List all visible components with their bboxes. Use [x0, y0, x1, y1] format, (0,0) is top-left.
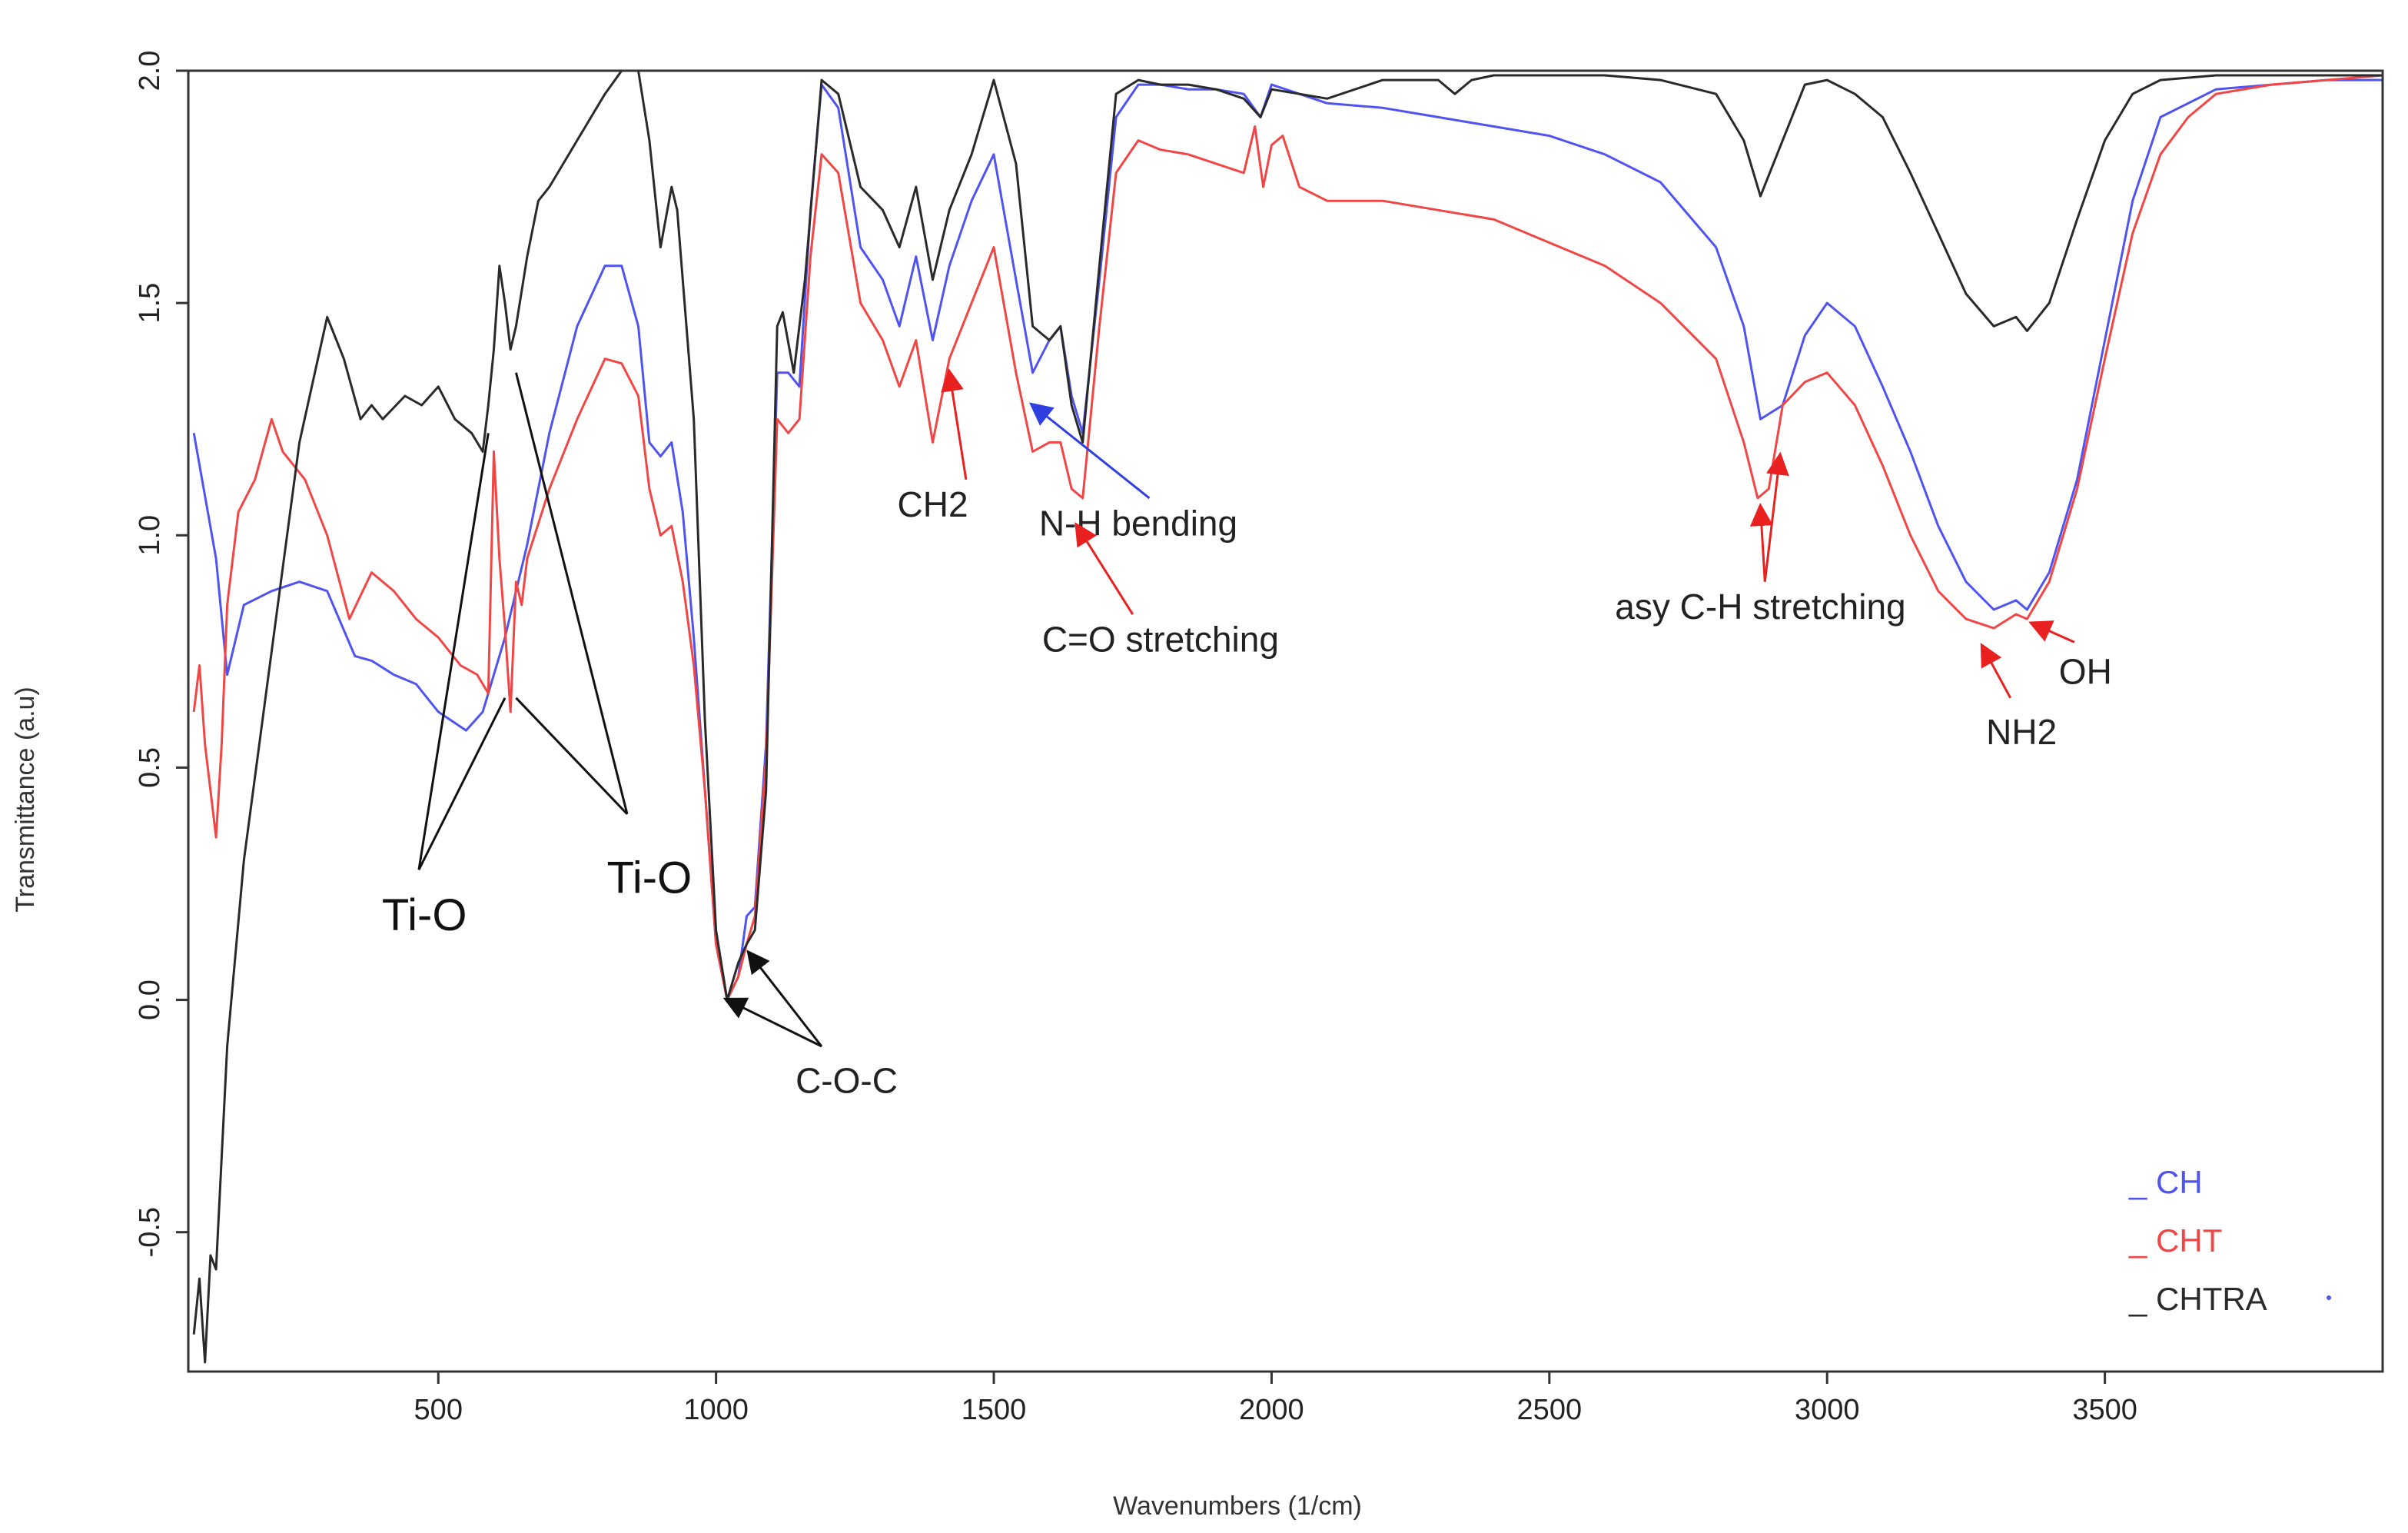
x-tick-label: 3500 [2072, 1394, 2137, 1426]
series-line-ch [192, 78, 2383, 1002]
series-layer [192, 71, 2383, 1364]
annotation-pointer-ti-o-right [515, 697, 629, 815]
y-tick-label: 0.5 [134, 747, 166, 788]
legend-entry-chtra: _ CHTRA [2128, 1281, 2267, 1317]
y-tick-label: -0.5 [134, 1207, 166, 1257]
annotation-label-n-h-bending: N-H bending [1039, 503, 1237, 543]
annotation-pointer-n-h-bending [1028, 402, 1151, 500]
y-tick-label: 2.0 [134, 51, 166, 91]
annotation-layer: Ti-O Ti-O C-O-C CH2 N-H bending C=O stretchin… [382, 367, 2112, 1100]
annotation-label-c-o-c: C-O-C [795, 1060, 898, 1100]
legend-entry-ch: _ CH [2128, 1164, 2203, 1200]
legend-entry-cht: _ CHT [2128, 1222, 2222, 1259]
series-line-chtra [192, 71, 2383, 1364]
annotation-label-ch2: CH2 [898, 484, 968, 524]
annotation-label-ti-o-left: Ti-O [382, 890, 467, 940]
plot-frame [187, 69, 2384, 1373]
annotation-pointer-ti-o-left [417, 433, 490, 870]
annotation-pointer-asy-c-h [1749, 503, 1773, 582]
x-tick-label: 1500 [962, 1394, 1027, 1426]
annotation-label-asy-c-h: asy C-H stretching [1615, 587, 1905, 627]
annotation-pointer-c-o-c [746, 949, 823, 1047]
annotation-label-c-o-stretching: C=O stretching [1042, 619, 1279, 659]
annotation-pointer-c-o-stretching [1074, 522, 1134, 615]
x-tick-label: 3000 [1795, 1394, 1860, 1426]
x-tick-label: 500 [414, 1394, 463, 1426]
x-axis-title: Wavenumbers (1/cm) [1113, 1491, 1362, 1521]
annotation-pointer-ch2 [941, 367, 968, 481]
y-tick-label: 1.5 [134, 283, 166, 324]
annotation-label-oh: OH [2059, 652, 2112, 692]
x-tick-label: 2000 [1239, 1394, 1304, 1426]
y-tick-label: 0.0 [134, 979, 166, 1020]
y-axis: -0.5 0.0 0.5 1.0 1.5 2.0 [134, 51, 188, 1257]
x-tick-label: 2500 [1517, 1394, 1583, 1426]
annotation-pointer-ti-o-right [514, 372, 629, 815]
x-tick-label: 1000 [683, 1394, 749, 1426]
annotation-pointer-nh2 [1980, 643, 2012, 699]
legend-stray-dot [2327, 1295, 2331, 1300]
annotation-label-ti-o-right: Ti-O [607, 853, 693, 903]
legend: _ CH _ CHT _ CHTRA [2128, 1164, 2331, 1317]
series-line-cht [192, 74, 2383, 1002]
y-axis-title: Transmittance (a.u) [11, 687, 40, 913]
annotation-pointer-ti-o-left [417, 697, 507, 871]
annotation-pointer-c-o-c [722, 997, 822, 1048]
annotation-pointer-asy-c-h [1763, 451, 1789, 582]
y-tick-label: 1.0 [134, 515, 166, 556]
annotation-pointer-oh [2028, 620, 2075, 643]
annotation-label-nh2: NH2 [1986, 712, 2057, 752]
x-axis: 500 1000 1500 2000 2500 3000 3500 [414, 1372, 2137, 1426]
